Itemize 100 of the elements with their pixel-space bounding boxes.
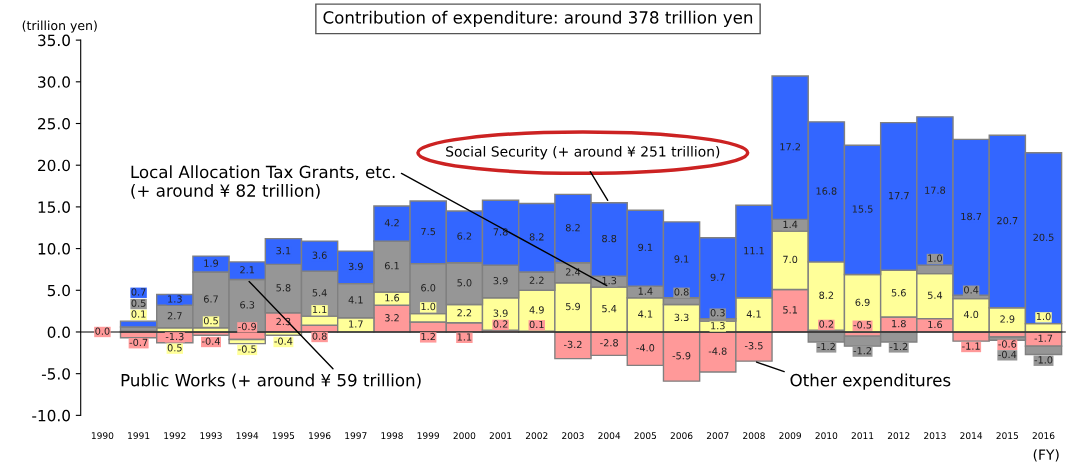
data-label: 1.3 [602, 276, 617, 285]
data-label: 4.2 [384, 219, 399, 227]
x-tick-label: 2007 [706, 432, 729, 440]
data-label: -1.3 [165, 332, 184, 341]
x-tick-label: 1991 [128, 432, 150, 440]
data-label: 1.0 [928, 254, 943, 262]
data-label: -1.2 [889, 342, 908, 351]
data-label: -1.1 [962, 342, 980, 350]
annotation: Public Works (+ around ¥ 59 trillion) [121, 373, 421, 389]
data-label: 2.2 [529, 276, 544, 284]
data-label: -4.0 [636, 344, 655, 352]
x-tick-label: 1990 [91, 432, 114, 440]
data-label: -0.4 [274, 337, 293, 345]
annotation: Local Allocation Tax Grants, etc. (+ around ¥ 82 trillion) [131, 165, 395, 199]
data-label: 0.5 [131, 299, 146, 307]
data-label: -1.0 [1034, 356, 1053, 364]
data-label: -0.4 [998, 350, 1017, 359]
x-tick-label: 2016 [1032, 432, 1055, 440]
data-label: 8.8 [602, 234, 617, 243]
data-label: 17.2 [780, 143, 800, 151]
data-label: 7.0 [783, 255, 798, 264]
y-tick-label: 15.0 [38, 201, 70, 213]
annotation: Social Security (+ around ¥ 251 trillion) [446, 145, 720, 160]
x-tick-label: 2011 [851, 432, 874, 440]
data-label: -5.9 [672, 352, 691, 360]
y-tick-label: 0.0 [47, 326, 70, 338]
data-label: 20.7 [997, 216, 1018, 225]
x-tick-label: 2012 [887, 432, 910, 440]
data-label: 6.1 [384, 261, 399, 270]
data-label: -3.2 [563, 340, 582, 349]
data-label: 8.2 [565, 224, 580, 232]
data-label: 17.8 [925, 186, 946, 194]
data-label: 15.5 [852, 205, 873, 213]
x-tick-label: 2008 [743, 432, 765, 440]
data-label: -0.5 [238, 345, 256, 353]
x-tick-label: 1992 [164, 432, 186, 440]
data-label: 18.7 [961, 212, 982, 221]
data-label: 0.2 [493, 320, 508, 328]
data-label: -3.5 [744, 342, 763, 350]
data-label: 3.1 [276, 246, 291, 255]
data-label: 5.6 [891, 289, 906, 297]
data-label: 8.2 [819, 291, 834, 299]
data-label: 1.1 [457, 333, 472, 341]
data-label: -0.9 [238, 322, 256, 331]
data-label: -1.7 [1034, 334, 1053, 342]
data-label: 6.3 [240, 301, 255, 309]
data-label: 6.2 [457, 232, 472, 240]
data-label: -4.8 [708, 347, 727, 355]
data-label: -1.2 [817, 342, 835, 351]
chart-title: Contribution of expenditure: around 378 trillion yen [323, 10, 753, 27]
data-label: 1.8 [892, 319, 906, 328]
data-label: 6.9 [855, 298, 870, 307]
x-tick-label: 2010 [815, 432, 838, 440]
data-label: 7.8 [493, 228, 508, 236]
data-label: -0.4 [202, 337, 220, 345]
data-label: 1.4 [638, 287, 653, 295]
y-tick-label: 10.0 [38, 243, 70, 255]
y-tick-label: 25.0 [38, 117, 70, 130]
x-tick-label: 2003 [562, 432, 584, 440]
data-label: 5.4 [602, 305, 617, 313]
data-label: -0.7 [129, 338, 148, 347]
data-label: 3.9 [493, 309, 508, 317]
y-tick-label: 35.0 [38, 34, 70, 47]
data-label: 3.3 [674, 313, 689, 322]
data-label: 0.0 [95, 327, 110, 335]
x-tick-label: 2009 [779, 432, 801, 440]
data-label: 1.3 [711, 322, 725, 330]
data-label: -0.5 [853, 321, 872, 329]
data-label: 4.1 [746, 310, 761, 318]
y-tick-label: -10.0 [32, 409, 70, 422]
data-label: 2.4 [565, 268, 581, 276]
data-label: 2.1 [240, 266, 255, 274]
x-tick-label: 2014 [960, 432, 983, 440]
data-label: 9.7 [710, 273, 725, 282]
data-label: 5.0 [457, 279, 472, 287]
x-tick-label: 1994 [236, 432, 259, 440]
data-label: 1.1 [312, 305, 327, 313]
data-label: 4.1 [638, 310, 653, 318]
data-label: 0.5 [167, 344, 182, 352]
data-label: 5.4 [927, 291, 943, 299]
data-label: 0.3 [710, 309, 725, 317]
x-tick-label: 1995 [272, 432, 295, 440]
y-tick-label: 20.0 [38, 159, 70, 172]
data-label: 1.9 [204, 259, 219, 267]
y-tick-label: -5.0 [41, 368, 70, 380]
data-label: 8.2 [529, 233, 544, 241]
data-label: 0.1 [529, 320, 544, 329]
data-label: 0.8 [312, 332, 327, 340]
x-tick-label: 2002 [525, 432, 548, 440]
x-tick-label: 1997 [345, 432, 367, 440]
data-label: 0.7 [131, 288, 146, 296]
data-label: 0.4 [964, 286, 979, 294]
data-label: 0.2 [819, 320, 834, 328]
data-label: 2.2 [457, 309, 472, 317]
data-label: 9.1 [638, 243, 653, 251]
data-label: 6.0 [421, 284, 436, 292]
x-tick-label: 1998 [381, 432, 403, 440]
data-label: 5.9 [565, 302, 581, 311]
data-label: 7.5 [421, 227, 436, 236]
data-label: 6.7 [203, 295, 218, 303]
